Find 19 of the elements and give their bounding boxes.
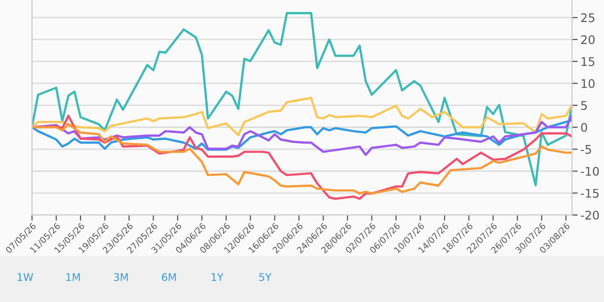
y-tick-label: 20 <box>581 35 595 44</box>
line-series <box>32 96 572 136</box>
y-tick-label: 15 <box>582 57 594 66</box>
y-tick-label: 5 <box>581 101 587 110</box>
y-tick-label: 10 <box>582 79 595 88</box>
y-tick-label: -15 <box>580 188 599 198</box>
text: 1W <box>18 273 34 281</box>
line-series <box>32 12 572 186</box>
text: 1Y <box>212 273 224 281</box>
y-tick-label: -5 <box>580 145 592 154</box>
line-series <box>32 123 572 195</box>
text: 1M <box>66 273 80 281</box>
text: 5Y <box>259 273 272 282</box>
y-tick-label: 0 <box>581 122 588 132</box>
text: 6M <box>162 273 176 282</box>
y-tick-label: 25 <box>581 13 594 22</box>
text: 3M <box>114 273 128 282</box>
y-tick-label: -10 <box>580 166 599 176</box>
y-tick-label: -20 <box>580 210 599 220</box>
